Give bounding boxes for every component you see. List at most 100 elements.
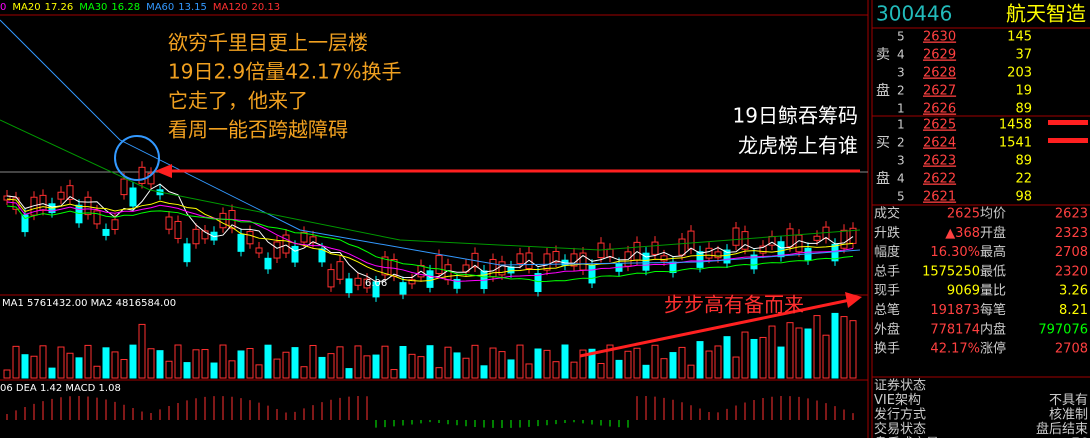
volume-bar (408, 353, 416, 379)
order-price: 2625 (923, 118, 956, 133)
volume-bar (3, 369, 11, 379)
volume-header: MA1 5761432.00 MA2 4816584.00 (2, 298, 176, 309)
order-price: 2621 (923, 190, 956, 205)
arrow-head (155, 164, 172, 178)
stat-value: 2708 (1055, 342, 1088, 357)
volume-bar (516, 344, 524, 379)
stat-value: 16.30% (930, 245, 980, 260)
annotation: 步步高有备而来 (664, 293, 804, 317)
candle-body (705, 247, 713, 259)
candle-body (273, 241, 281, 259)
candle-body (336, 261, 344, 280)
stat-value: 2625 (947, 207, 980, 222)
candle-body (354, 277, 362, 286)
candle-body (174, 220, 182, 239)
candle-body (732, 227, 740, 246)
volume-bar (525, 363, 533, 379)
order-level: 5 (897, 190, 905, 204)
candle-body (507, 266, 515, 274)
volume-bar (750, 338, 758, 379)
stat-value: 2623 (1055, 207, 1088, 222)
stat-label: 量比 (980, 284, 1006, 299)
candle-body (318, 248, 326, 263)
volume-bar (318, 356, 326, 379)
volume-bar (714, 345, 722, 379)
candle-body (183, 243, 191, 263)
candle-body (660, 255, 668, 262)
volume-bar (651, 344, 659, 379)
order-level: 1 (897, 102, 905, 116)
volume-bar (417, 356, 425, 379)
volume-bar (768, 325, 776, 379)
volume-bar (678, 346, 686, 379)
candle-body (516, 253, 524, 264)
order-price: 2630 (923, 30, 956, 45)
candle-body (399, 282, 407, 295)
candle-body (408, 279, 416, 285)
volume-bar (435, 367, 443, 379)
volume-bar (399, 345, 407, 379)
candle-body (102, 228, 110, 236)
volume-bar (606, 344, 614, 379)
stat-label: 每笔 (980, 302, 1006, 318)
candle-body (588, 264, 596, 284)
candle-body (723, 249, 731, 264)
annotation: 龙虎榜上有谁 (738, 134, 858, 158)
volume-bar (75, 357, 83, 379)
annotation: 19日鲸吞筹码 (733, 104, 858, 128)
stat-value: 1575250 (922, 264, 980, 279)
status-label: VIE架构 (874, 393, 921, 408)
volume-bar (345, 368, 353, 379)
candle-body (282, 234, 290, 254)
volume-bar (579, 349, 587, 379)
volume-bar (480, 365, 488, 379)
volume-bar (354, 345, 362, 379)
volume-bar (633, 347, 641, 379)
volume-bar (102, 347, 110, 379)
volume-bar (732, 356, 740, 379)
candle-body (192, 228, 200, 245)
order-volume: 19 (1015, 84, 1032, 99)
volume-bar (309, 344, 317, 379)
candle-body (696, 251, 704, 268)
volume-bar (687, 364, 695, 379)
candle-body (327, 269, 335, 288)
order-price: 2628 (923, 66, 956, 81)
stock-name: 航天智造 (1006, 2, 1086, 26)
volume-bar (849, 320, 857, 379)
volume-bar (444, 346, 452, 379)
candle-body (381, 256, 389, 276)
candle-body (498, 261, 506, 276)
header-item: 0 (0, 2, 6, 13)
volume-bar (264, 344, 272, 379)
volume-bar (570, 361, 578, 379)
volume-bar (804, 328, 812, 379)
order-level: 3 (897, 66, 905, 80)
stat-label: 成交 (874, 206, 900, 222)
candle-body (120, 178, 128, 196)
candle-body (552, 250, 560, 263)
volume-bar (138, 323, 146, 379)
volume-bar (669, 352, 677, 379)
stat-value: 3.26 (1059, 284, 1088, 299)
candle-body (165, 216, 173, 230)
volume-bar (426, 345, 434, 379)
order-volume: 22 (1015, 172, 1032, 187)
moving-average (6, 198, 854, 282)
candle-body (93, 210, 101, 225)
order-volume: 89 (1015, 102, 1032, 117)
volume-bar (543, 349, 551, 379)
indicator-value: 20.13 (251, 2, 280, 13)
stat-label: 最高 (980, 244, 1006, 260)
order-side: 买 (876, 135, 890, 151)
stat-label: 幅度 (874, 244, 900, 260)
stat-value: 2323 (1055, 226, 1088, 241)
status-label: 盘后成交量 (874, 436, 939, 438)
volume-bar (840, 316, 848, 379)
candle-body (651, 241, 659, 255)
indicator-name: MA120 (213, 2, 248, 13)
candle-body (795, 234, 803, 253)
volume-bar (462, 357, 470, 379)
volume-bar (741, 331, 749, 379)
